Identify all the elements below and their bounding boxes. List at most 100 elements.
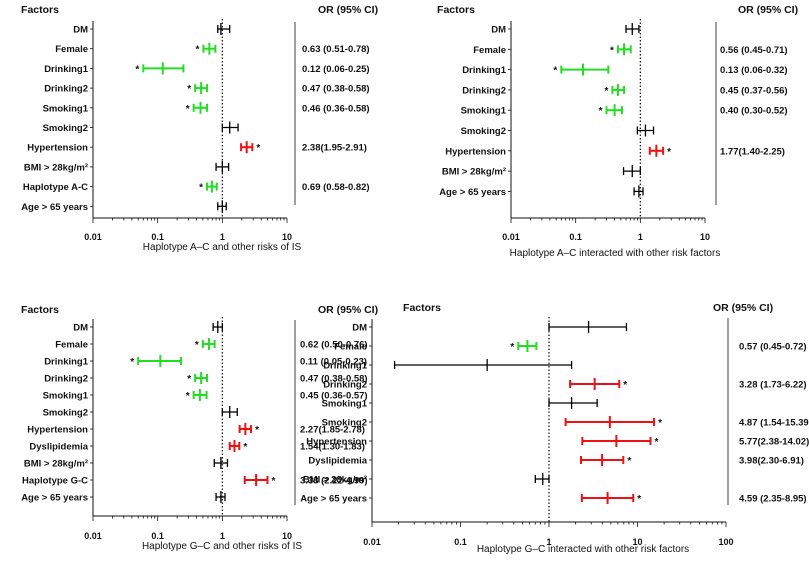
factor-label: DM — [491, 25, 506, 36]
factor-label: Drinking2 — [323, 380, 367, 391]
x-tick-label: 1 — [546, 537, 551, 547]
forest-row: Smoking2 — [43, 406, 238, 419]
or-value: 0.57 (0.45-0.72) — [739, 342, 807, 353]
or-value: 0.45 (0.36-0.57) — [300, 391, 368, 402]
x-tick-label: 1 — [220, 531, 225, 541]
or-value: 1.54(1.30-1.83) — [300, 442, 365, 453]
x-tick-label: 1 — [638, 232, 643, 242]
significance-star: * — [658, 418, 662, 429]
factors-header: Factors — [21, 4, 59, 16]
factors-header: Factors — [21, 304, 59, 316]
forest-row: Hypertension * 5.77(2.38-14.02) — [306, 435, 809, 448]
factor-label: Smoking2 — [322, 418, 367, 429]
factor-label: Drinking1 — [323, 361, 368, 372]
or-value: 0.13 (0.06-0.32) — [720, 65, 788, 76]
forest-row: Drinking2 * 0.47 (0.38-0.58) — [44, 82, 370, 95]
forest-row: Dyslipidemia * 1.54(1.30-1.83) — [29, 440, 365, 453]
forest-row: Drinking1 * 0.12 (0.06-0.25) — [44, 62, 370, 75]
significance-star: * — [655, 437, 659, 448]
forest-row: Age > 65 years — [21, 491, 226, 504]
chart-caption: Haplotype G–C interacted with other risk… — [477, 544, 689, 555]
factor-label: BMI > 28kg/m² — [24, 162, 88, 173]
x-tick-label: 10 — [700, 232, 710, 242]
factor-label: DM — [73, 323, 88, 334]
factor-label: Female — [55, 44, 88, 55]
significance-star: * — [186, 104, 190, 115]
x-tick-label: 0.01 — [84, 232, 102, 242]
or-value: 2.38(1.95-2.91) — [302, 143, 367, 154]
x-tick-label: 100 — [718, 537, 733, 547]
x-tick-label: 0.01 — [363, 537, 381, 547]
factor-label: Hypertension — [306, 437, 367, 448]
forest-panel-3: Factors OR (95% CI) 0.01 0.1 1 10 DM Female * 0.6… — [21, 304, 378, 552]
factor-label: Hypertension — [445, 146, 506, 157]
or-value: 0.47 (0.38-0.58) — [302, 84, 370, 95]
or-value: 0.63 (0.51-0.78) — [302, 44, 370, 55]
significance-star: * — [187, 374, 191, 385]
chart-caption: Haplotype A–C interacted with other risk… — [510, 248, 721, 259]
or-value: 0.56 (0.45-0.71) — [720, 45, 788, 56]
significance-star: * — [195, 340, 199, 351]
x-tick-label: 10 — [282, 531, 292, 541]
forest-row: Smoking2 — [461, 124, 655, 137]
forest-row: BMI > 28kg/m² — [24, 457, 229, 470]
x-tick-label: 10 — [282, 232, 292, 242]
forest-row: Smoking2 * 4.87 (1.54-15.39) — [322, 416, 809, 429]
x-tick-label: 0.01 — [84, 531, 102, 541]
factor-label: BMI > 28kg/m² — [303, 475, 367, 486]
forest-row: Smoking1 * 0.45 (0.36-0.57) — [43, 389, 368, 402]
factor-label: Smoking1 — [43, 103, 89, 114]
or-value: 3.98(2.30-6.91) — [739, 456, 804, 467]
factor-label: Age > 65 years — [21, 493, 88, 504]
forest-row: Age > 65 years — [21, 200, 227, 213]
significance-star: * — [637, 494, 641, 505]
x-tick-label: 10 — [632, 537, 642, 547]
factor-label: Smoking2 — [43, 123, 88, 134]
forest-row: Haplotype G-C * 3.33 (2.22-4.99) — [22, 474, 368, 487]
forest-panel-4: Factors OR (95% CI) 0.01 0.1 1 10 100 DM Female *… — [300, 302, 809, 555]
factor-label: Dyslipidemia — [308, 456, 367, 467]
forest-row: Drinking1 * 0.11 (0.05-0.23) — [44, 355, 367, 368]
significance-star: * — [243, 442, 247, 453]
or-header: OR (95% CI) — [318, 304, 378, 316]
factor-label: Drinking1 — [44, 64, 89, 75]
chart-caption: Haplotype G–C and other risks of IS — [142, 541, 302, 552]
factor-label: DM — [352, 323, 367, 334]
x-tick-label: 0.1 — [454, 537, 467, 547]
forest-row: Hypertension * 2.38(1.95-2.91) — [27, 141, 367, 154]
significance-star: * — [135, 64, 139, 75]
or-header: OR (95% CI) — [713, 302, 773, 314]
forest-row: BMI > 28kg/m² — [442, 165, 641, 178]
or-value: 0.46 (0.36-0.58) — [302, 103, 370, 114]
significance-star: * — [199, 183, 203, 194]
or-value: 4.87 (1.54-15.39) — [739, 418, 809, 429]
factor-label: Drinking1 — [462, 65, 507, 76]
or-value: 4.59 (2.35-8.95) — [739, 494, 807, 505]
forest-row: Drinking2 * 0.47 (0.38-0.58) — [44, 372, 368, 385]
factor-label: Age > 65 years — [300, 494, 367, 505]
significance-star: * — [272, 476, 276, 487]
forest-row: Drinking2 * 0.45 (0.37-0.56) — [462, 83, 788, 97]
forest-row: Female * 0.63 (0.51-0.78) — [55, 42, 370, 56]
significance-star: * — [627, 456, 631, 467]
forest-row: Smoking1 * 0.40 (0.30-0.52) — [461, 104, 788, 117]
forest-row: DM — [491, 23, 640, 36]
factors-header: Factors — [437, 4, 475, 16]
forest-row: Age > 65 years * 4.59 (2.35-8.95) — [300, 492, 807, 505]
or-value: 2.27(1.85-2.78) — [300, 425, 365, 436]
or-value: 0.69 (0.58-0.82) — [302, 182, 370, 193]
factor-label: Drinking2 — [44, 374, 88, 385]
forest-panel-2: Factors OR (95% CI) 0.01 0.1 1 10 DM Female * 0.5… — [437, 4, 798, 259]
factor-label: Smoking1 — [461, 106, 507, 117]
forest-row: DM — [73, 321, 223, 334]
significance-star: * — [623, 380, 627, 391]
forest-row: Age > 65 years — [439, 185, 644, 198]
forest-row: Smoking1 — [322, 397, 598, 410]
or-value: 0.11 (0.05-0.23) — [300, 357, 367, 368]
factor-label: Drinking1 — [44, 357, 89, 368]
or-value: 0.45 (0.37-0.56) — [720, 85, 788, 96]
significance-star: * — [604, 86, 608, 97]
factors-header: Factors — [403, 302, 441, 314]
forest-panel-1: Factors OR (95% CI) 0.01 0.1 1 10 DM Female * 0.6… — [21, 4, 378, 253]
